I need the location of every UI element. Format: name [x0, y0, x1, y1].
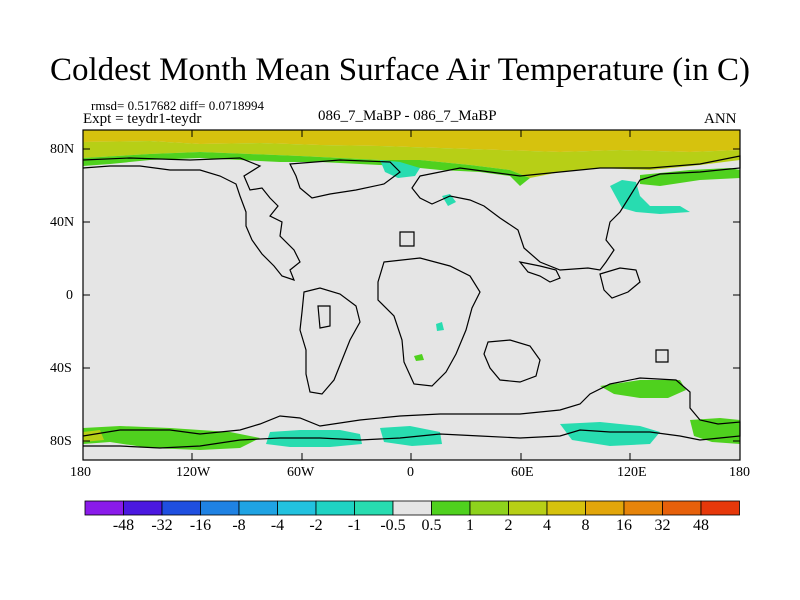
colorbar-label: -8	[232, 517, 246, 534]
eurasia-outline	[411, 155, 741, 271]
continent-outlines	[82, 155, 741, 449]
north-america-outline	[82, 157, 301, 281]
lon-tick-label: 180	[729, 465, 750, 480]
lat-tick-label: 40N	[50, 215, 75, 230]
colorbar-swatch	[662, 500, 702, 516]
colorbar-swatch	[392, 500, 432, 516]
colorbar-swatch	[700, 500, 740, 516]
antarctica-outline	[82, 377, 741, 449]
arctic-warm-band-yellow	[83, 141, 740, 178]
lon-tick-label: 60W	[287, 465, 315, 480]
lon-tick-label: 0	[407, 465, 414, 480]
colorbar-swatch	[315, 500, 355, 516]
australia-outline	[483, 339, 541, 383]
plot-title: Coldest Month Mean Surface Air Temperatu…	[50, 52, 750, 88]
colorbar-label: -0.5	[380, 517, 406, 534]
colorbar-label: -16	[189, 517, 212, 534]
colorbar-label: -48	[112, 517, 135, 534]
lat-tick-label: 80S	[50, 434, 72, 449]
lon-tick-label: 60E	[511, 465, 534, 480]
southern-ocean-cool-patch	[380, 426, 442, 446]
colorbar-swatch	[508, 500, 548, 516]
antarctic-warm-patch	[600, 380, 686, 398]
arctic-green-patch	[640, 168, 740, 186]
colorbar-swatch	[585, 500, 625, 516]
colorbar-swatch	[354, 500, 394, 516]
colorbar-label: -1	[347, 517, 362, 534]
cool-patch-tropics	[436, 322, 444, 331]
lon-tick-label: 180	[70, 465, 91, 480]
southern-ocean-cool-patch	[560, 422, 660, 446]
greenland-outline	[289, 159, 401, 199]
colorbar	[84, 500, 740, 516]
colorbar-label: 8	[581, 517, 590, 534]
cool-patch-nw-europe	[442, 194, 456, 206]
arctic-green-fringe	[83, 152, 530, 186]
south-america-inner-outline	[317, 305, 331, 329]
south-america-outline	[299, 287, 361, 395]
colorbar-label: 4	[543, 517, 551, 534]
colorbar-label: -2	[309, 517, 323, 534]
colorbar-label: 16	[616, 517, 632, 534]
lat-tick-label: 80N	[50, 142, 75, 157]
lon-tick-label: 120W	[176, 465, 211, 480]
small-island-outline	[399, 231, 415, 247]
colorbar-swatch	[623, 500, 663, 516]
colorbar-swatch	[123, 500, 163, 516]
small-island-outline	[655, 349, 669, 363]
colorbar-label: 1	[466, 517, 474, 534]
lat-tick-label: 0	[66, 288, 73, 303]
warm-patch-south-africa	[414, 354, 424, 361]
colorbar-swatch	[277, 500, 317, 516]
colorbar-swatch	[200, 500, 240, 516]
cool-patch-siberia	[610, 180, 690, 214]
center-label: 086_7_MaBP - 086_7_MaBP	[318, 108, 497, 124]
colorbar-swatch	[161, 500, 201, 516]
india-outline	[518, 261, 561, 283]
experiment-label: Expt = teydr1-teydr	[83, 111, 202, 127]
colorbar-label: 0.5	[421, 517, 442, 534]
cool-patch-north-atlantic	[380, 160, 420, 178]
colorbar-swatch	[84, 500, 124, 516]
africa-outline	[377, 257, 481, 387]
lat-tick-label: 40S	[50, 361, 72, 376]
colorbar-label: 32	[654, 517, 671, 534]
colorbar-swatch	[431, 500, 471, 516]
lon-tick-label: 120E	[617, 465, 647, 480]
colorbar-label: -32	[151, 517, 173, 534]
southeast-asia-outline	[599, 267, 641, 299]
stats-label: rmsd= 0.517682 diff= 0.0718994	[91, 98, 264, 113]
colorbar-label: 48	[693, 517, 709, 534]
lat-ticks	[83, 148, 740, 442]
arctic-warm-band-orange	[83, 130, 740, 152]
colorbar-label: -4	[270, 517, 285, 534]
colorbar-swatch	[238, 500, 278, 516]
colorbar-swatch	[469, 500, 509, 516]
period-label: ANN	[704, 111, 737, 127]
colorbar-label: 2	[504, 517, 513, 534]
lon-ticks	[191, 130, 631, 460]
colorbar-swatch	[546, 500, 586, 516]
